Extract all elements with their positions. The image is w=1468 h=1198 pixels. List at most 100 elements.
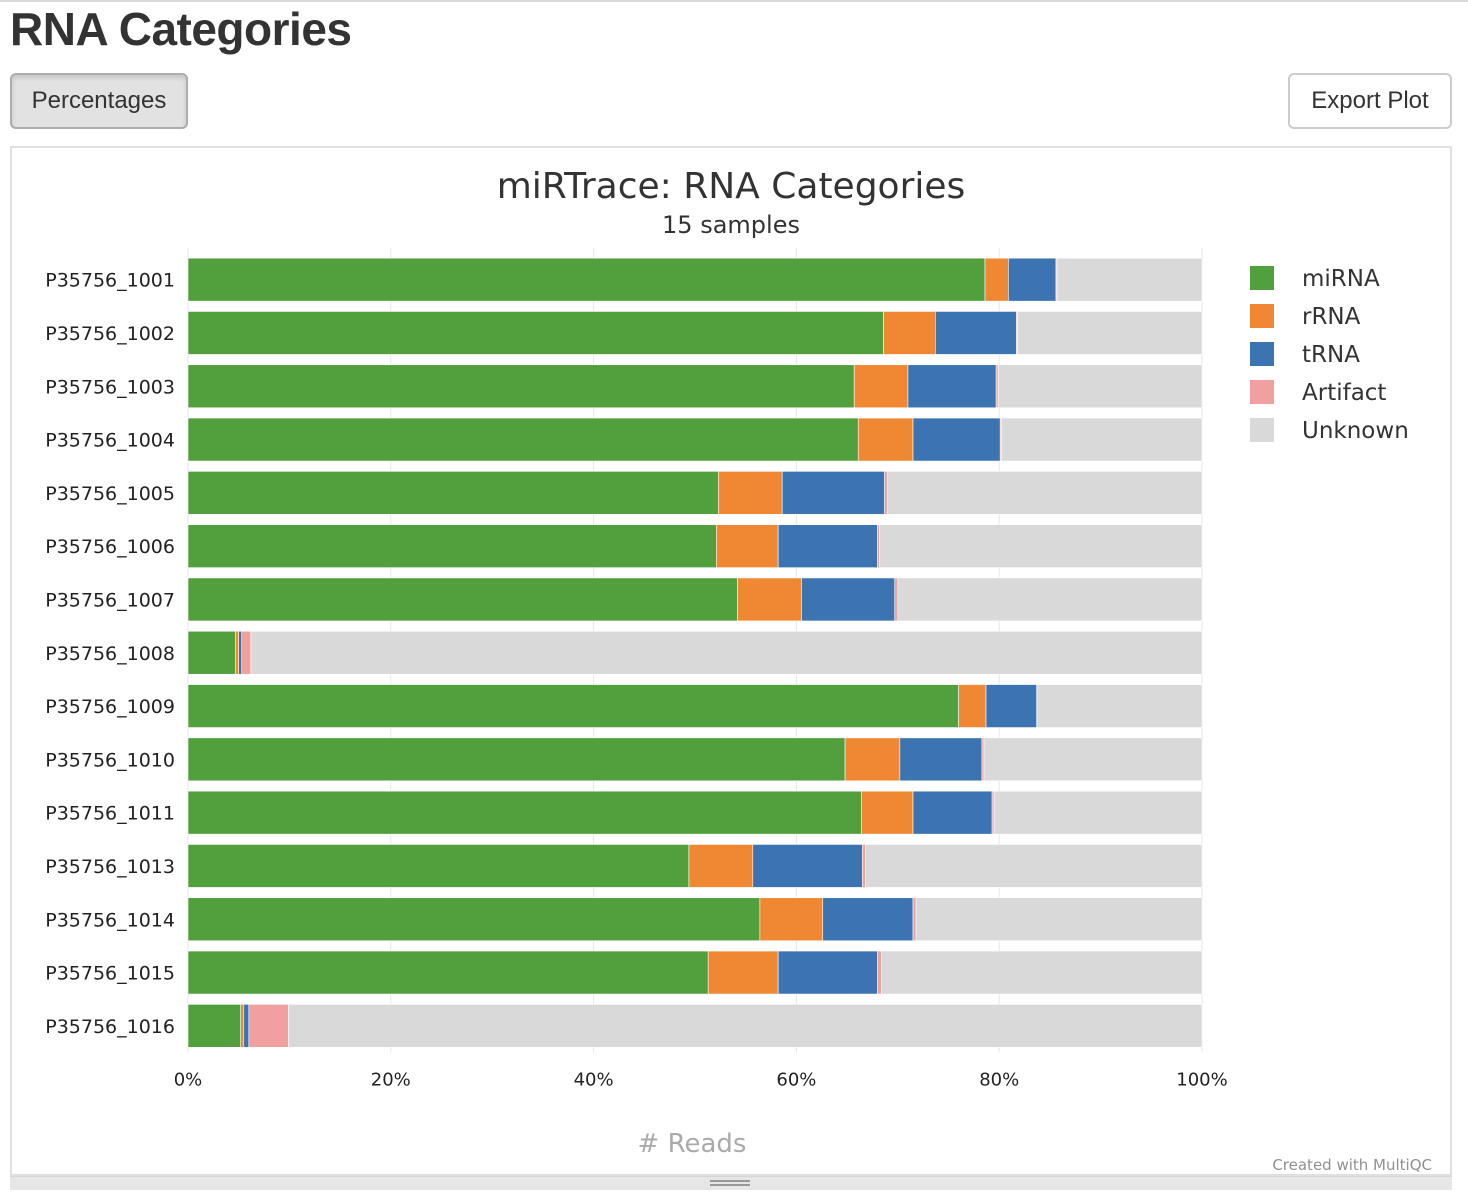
bar-artifact-p35756-1003[interactable] — [995, 364, 999, 409]
legend-label: tRNA — [1302, 342, 1360, 368]
bar-trna-p35756-1010[interactable] — [899, 737, 983, 782]
bar-mirna-p35756-1014[interactable] — [187, 897, 761, 942]
bar-artifact-p35756-1013[interactable] — [862, 844, 866, 888]
legend-item-unknown[interactable]: Unknown — [1250, 418, 1409, 444]
x-axis-title: # Reads — [638, 1129, 747, 1159]
bar-rrna-p35756-1006[interactable] — [715, 524, 779, 568]
bar-trna-p35756-1001[interactable] — [1008, 257, 1057, 302]
legend-item-artifact[interactable]: Artifact — [1250, 380, 1386, 406]
bar-rrna-p35756-1003[interactable] — [853, 364, 909, 409]
bar-trna-p35756-1015[interactable] — [777, 950, 878, 995]
bar-artifact-p35756-1010[interactable] — [981, 737, 985, 782]
bar-rrna-p35756-1009[interactable] — [958, 684, 987, 728]
bar-unknown-p35756-1016[interactable] — [288, 1004, 1203, 1048]
bar-mirna-p35756-1002[interactable] — [187, 311, 884, 355]
bar-unknown-p35756-1011[interactable] — [993, 790, 1203, 835]
sample-labels: P35756_1001 P35756_1002 P35756_1003 P35756_… — [45, 270, 175, 1038]
bar-rrna-p35756-1005[interactable] — [718, 471, 783, 515]
bar-unknown-p35756-1001[interactable] — [1056, 257, 1203, 302]
bar-artifact-p35756-1015[interactable] — [877, 950, 882, 995]
bar-rrna-p35756-1010[interactable] — [844, 737, 901, 782]
legend-label: rRNA — [1302, 304, 1361, 330]
legend-item-rrna[interactable]: rRNA — [1250, 304, 1361, 330]
sample-label: P35756_1013 — [45, 856, 175, 878]
bar-trna-p35756-1005[interactable] — [781, 471, 885, 515]
bar-unknown-p35756-1015[interactable] — [881, 950, 1203, 995]
bar-artifact-p35756-1008[interactable] — [241, 630, 252, 675]
bar-trna-p35756-1006[interactable] — [777, 524, 878, 568]
bar-mirna-p35756-1003[interactable] — [187, 364, 855, 409]
bar-mirna-p35756-1013[interactable] — [187, 844, 690, 888]
bar-unknown-p35756-1009[interactable] — [1037, 684, 1203, 728]
bar-unknown-p35756-1010[interactable] — [983, 737, 1203, 782]
percentages-button[interactable]: Percentages — [10, 73, 188, 129]
sample-label: P35756_1006 — [45, 536, 175, 558]
bar-unknown-p35756-1014[interactable] — [915, 897, 1203, 942]
bar-mirna-p35756-1004[interactable] — [187, 417, 859, 462]
bar-rrna-p35756-1002[interactable] — [883, 311, 936, 355]
bar-trna-p35756-1014[interactable] — [822, 897, 914, 942]
bar-rrna-p35756-1015[interactable] — [707, 950, 779, 995]
bar-mirna-p35756-1010[interactable] — [187, 737, 846, 782]
bar-mirna-p35756-1007[interactable] — [187, 577, 738, 622]
bar-trna-p35756-1007[interactable] — [801, 577, 896, 622]
bar-mirna-p35756-1005[interactable] — [187, 471, 719, 515]
bar-rrna-p35756-1007[interactable] — [737, 577, 802, 622]
legend-swatch — [1250, 342, 1274, 366]
bar-unknown-p35756-1003[interactable] — [997, 364, 1203, 409]
sample-label: P35756_1004 — [45, 430, 175, 452]
bar-unknown-p35756-1007[interactable] — [897, 577, 1203, 622]
bar-trna-p35756-1011[interactable] — [912, 790, 993, 835]
bar-mirna-p35756-1016[interactable] — [187, 1004, 242, 1048]
bar-artifact-p35756-1016[interactable] — [248, 1004, 289, 1048]
legend-label: Unknown — [1302, 418, 1409, 444]
bar-unknown-p35756-1004[interactable] — [1000, 417, 1203, 462]
bar-mirna-p35756-1001[interactable] — [187, 257, 986, 302]
x-tick-label: 60% — [776, 1070, 816, 1091]
bar-artifact-p35756-1007[interactable] — [894, 577, 899, 622]
bar-mirna-p35756-1015[interactable] — [187, 950, 709, 995]
bar-rrna-p35756-1013[interactable] — [688, 844, 754, 888]
x-tick-label: 40% — [574, 1070, 614, 1091]
bar-artifact-p35756-1006[interactable] — [877, 524, 880, 568]
export-plot-button[interactable]: Export Plot — [1288, 73, 1452, 129]
bar-trna-p35756-1013[interactable] — [752, 844, 863, 888]
bar-unknown-p35756-1013[interactable] — [865, 844, 1203, 888]
legend-swatch — [1250, 418, 1274, 442]
bar-rrna-p35756-1014[interactable] — [759, 897, 824, 942]
multiqc-credit-link[interactable]: Created with MultiQC — [1272, 1156, 1432, 1174]
bar-mirna-p35756-1011[interactable] — [187, 790, 862, 835]
sample-label: P35756_1011 — [45, 803, 175, 825]
sample-label: P35756_1005 — [45, 483, 175, 505]
plot-resize-bar[interactable] — [10, 1176, 1452, 1190]
sample-label: P35756_1016 — [45, 1016, 175, 1038]
legend-item-trna[interactable]: tRNA — [1250, 342, 1360, 368]
bar-mirna-p35756-1006[interactable] — [187, 524, 717, 568]
bar-unknown-p35756-1002[interactable] — [1017, 311, 1203, 355]
bar-artifact-p35756-1014[interactable] — [912, 897, 917, 942]
bar-artifact-p35756-1011[interactable] — [991, 790, 995, 835]
bar-trna-p35756-1009[interactable] — [985, 684, 1038, 728]
bar-rrna-p35756-1001[interactable] — [984, 257, 1009, 302]
legend-swatch — [1250, 380, 1274, 404]
bar-artifact-p35756-1005[interactable] — [884, 471, 888, 515]
bar-trna-p35756-1003[interactable] — [907, 364, 997, 409]
bar-trna-p35756-1008[interactable] — [238, 630, 243, 675]
bar-trna-p35756-1016[interactable] — [243, 1004, 250, 1048]
chart-subtitle: 15 samples — [662, 211, 800, 239]
sample-label: P35756_1003 — [45, 376, 175, 398]
bar-trna-p35756-1004[interactable] — [912, 417, 1001, 462]
bar-mirna-p35756-1009[interactable] — [187, 684, 959, 728]
bar-unknown-p35756-1008[interactable] — [250, 630, 1203, 675]
x-tick-label: 20% — [371, 1070, 411, 1091]
legend-item-mirna[interactable]: miRNA — [1250, 266, 1380, 292]
bar-rrna-p35756-1011[interactable] — [860, 790, 914, 835]
bar-rrna-p35756-1016[interactable] — [240, 1004, 245, 1048]
bar-trna-p35756-1002[interactable] — [935, 311, 1017, 355]
bar-rrna-p35756-1008[interactable] — [235, 630, 240, 675]
bar-rrna-p35756-1004[interactable] — [857, 417, 914, 462]
resize-handle-icon[interactable] — [710, 1180, 750, 1188]
bar-unknown-p35756-1006[interactable] — [879, 524, 1203, 568]
bar-unknown-p35756-1005[interactable] — [887, 471, 1203, 515]
bar-mirna-p35756-1008[interactable] — [187, 630, 236, 675]
